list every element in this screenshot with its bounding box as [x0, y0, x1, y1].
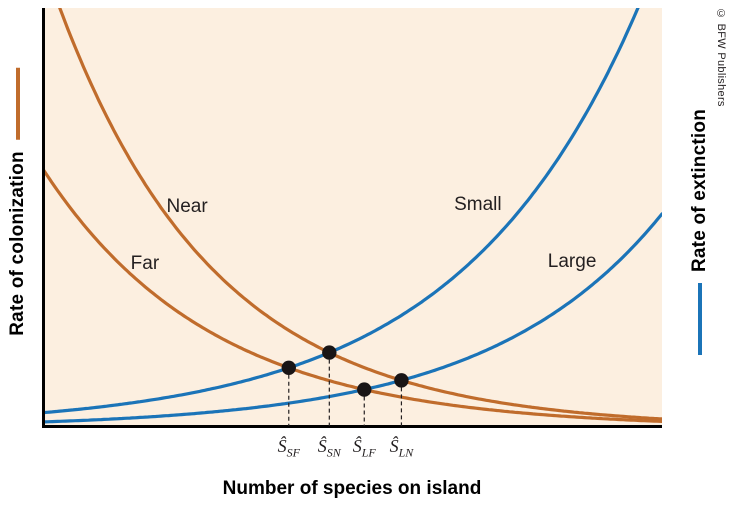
tick-label-ln: ŜLN [389, 436, 414, 460]
copyright-credit: © BFW Publishers [715, 8, 727, 107]
curve-near [58, 8, 662, 421]
equilibrium-dot-sf [281, 360, 296, 376]
plot-area [42, 8, 662, 428]
tick-label-lf: ŜLF [352, 436, 376, 460]
curve-far [42, 166, 662, 423]
curve-small [42, 8, 640, 415]
tick-label-sf: ŜSF [277, 436, 300, 460]
curves-group [42, 8, 662, 424]
curve-label-large: Large [547, 251, 597, 273]
equilibrium-dot-lf [357, 382, 372, 397]
equilibrium-dot-ln [394, 373, 409, 388]
equilibrium-dot-sn [322, 345, 337, 360]
axis-lines [42, 8, 662, 428]
tick-label-sn: ŜSN [317, 436, 341, 460]
curve-large [42, 212, 662, 424]
x-axis-title: Number of species on island [222, 478, 482, 499]
curve-label-small: Small [454, 193, 502, 215]
curve-label-far: Far [130, 253, 160, 275]
curve-label-near: Near [166, 196, 208, 218]
